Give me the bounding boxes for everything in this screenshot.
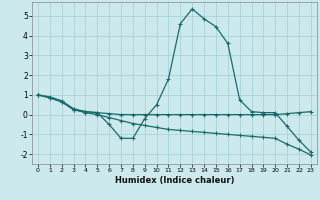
X-axis label: Humidex (Indice chaleur): Humidex (Indice chaleur): [115, 176, 234, 185]
